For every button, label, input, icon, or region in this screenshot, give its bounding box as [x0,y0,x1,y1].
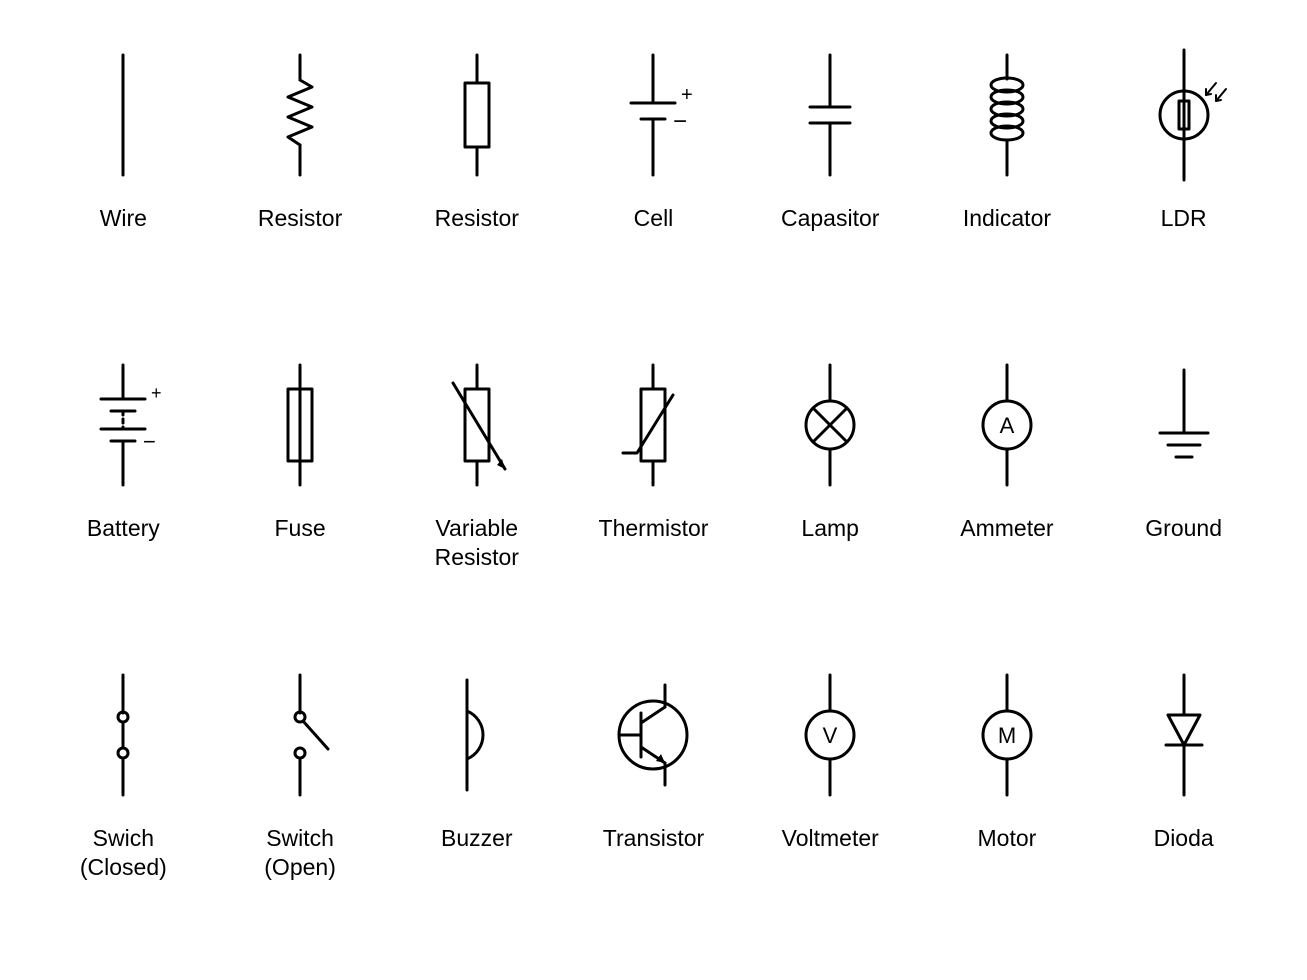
thermistor-icon [583,340,723,510]
symbol-cell-voltmeter: V Voltmeter [747,650,914,950]
symbol-cell-capacitor: Capasitor [747,30,914,330]
symbol-label: Lamp [801,514,859,543]
symbol-cell-diode: Dioda [1100,650,1267,950]
svg-text:M: M [998,723,1016,748]
svg-text:−: − [143,429,156,454]
svg-text:A: A [1000,413,1015,438]
battery-icon: + − [53,340,193,510]
symbol-label: Capasitor [781,204,879,233]
symbol-cell-switch-open: Switch (Open) [217,650,384,950]
ldr-icon [1114,30,1254,200]
symbol-label: Battery [87,514,160,543]
buzzer-icon [407,650,547,820]
switch-closed-icon [53,650,193,820]
symbol-label: Ground [1145,514,1222,543]
symbol-cell-inductor: Indicator [924,30,1091,330]
svg-text:+: + [681,84,693,106]
ammeter-icon: A [937,340,1077,510]
symbol-cell-motor: M Motor [924,650,1091,950]
symbol-cell-wire: Wire [40,30,207,330]
symbol-cell-battery: + − Battery [40,340,207,640]
symbol-cell-ground: Ground [1100,340,1267,640]
svg-text:+: + [151,383,162,403]
ground-icon [1114,340,1254,510]
symbol-label: Swich (Closed) [80,824,167,882]
symbol-label: Resistor [258,204,342,233]
svg-text:−: − [673,108,687,135]
symbol-label: Dioda [1154,824,1214,853]
symbol-cell-ammeter: A Ammeter [924,340,1091,640]
symbol-label: LDR [1161,204,1207,233]
transistor-icon [583,650,723,820]
symbol-label: Buzzer [441,824,513,853]
voltmeter-icon: V [760,650,900,820]
symbol-cell-variable-resistor: Variable Resistor [393,340,560,640]
motor-icon: M [937,650,1077,820]
symbol-cell-thermistor: Thermistor [570,340,737,640]
cell-icon: + − [583,30,723,200]
symbol-cell-resistor-box: Resistor [393,30,560,330]
symbol-cell-cell: + − Cell [570,30,737,330]
diode-icon [1114,650,1254,820]
symbol-label: Cell [634,204,674,233]
symbol-label: Ammeter [960,514,1053,543]
symbol-cell-buzzer: Buzzer [393,650,560,950]
symbol-cell-switch-closed: Swich (Closed) [40,650,207,950]
symbol-cell-ldr: LDR [1100,30,1267,330]
symbol-label: Variable Resistor [435,514,519,572]
symbol-label: Fuse [274,514,325,543]
symbol-cell-transistor: Transistor [570,650,737,950]
symbol-label: Resistor [435,204,519,233]
switch-open-icon [230,650,370,820]
fuse-icon [230,340,370,510]
symbol-label: Switch (Open) [264,824,336,882]
symbol-label: Motor [978,824,1037,853]
resistor-zigzag-icon [230,30,370,200]
svg-text:V: V [823,723,838,748]
symbol-grid: Wire Resistor Resistor + − Cell Capasito… [0,0,1307,980]
symbol-label: Voltmeter [782,824,879,853]
resistor-box-icon [407,30,547,200]
symbol-label: Indicator [963,204,1051,233]
lamp-icon [760,340,900,510]
symbol-label: Wire [100,204,147,233]
inductor-icon [937,30,1077,200]
symbol-cell-fuse: Fuse [217,340,384,640]
symbol-cell-resistor-zigzag: Resistor [217,30,384,330]
wire-icon [53,30,193,200]
symbol-label: Transistor [603,824,704,853]
variable-resistor-icon [407,340,547,510]
symbol-cell-lamp: Lamp [747,340,914,640]
capacitor-icon [760,30,900,200]
symbol-label: Thermistor [599,514,709,543]
